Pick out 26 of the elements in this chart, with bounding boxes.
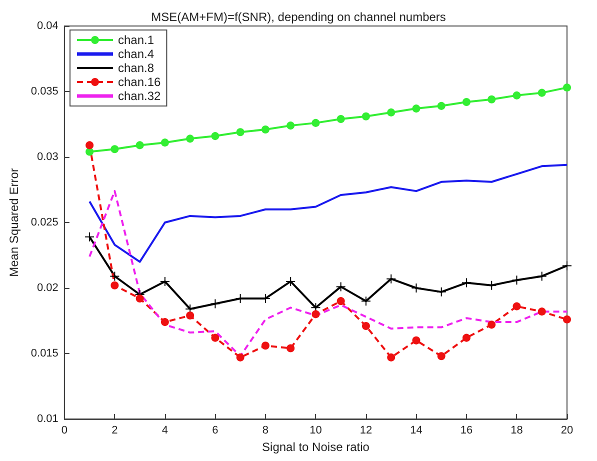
y-tick-label: 0.03 [37, 151, 58, 163]
x-tick-label: 14 [410, 424, 422, 436]
y-tick-label: 0.035 [30, 86, 58, 98]
legend-label: chan.1 [118, 33, 154, 47]
x-tick-label: 10 [310, 424, 322, 436]
y-tick-label: 0.01 [37, 413, 58, 425]
legend-label: chan.16 [118, 75, 162, 89]
x-tick-label: 6 [212, 424, 218, 436]
y-tick-label: 0.04 [37, 20, 58, 32]
y-tick-label: 0.025 [30, 216, 58, 228]
x-tick-label: 12 [360, 424, 372, 436]
legend-label: chan.4 [118, 47, 154, 61]
x-tick-label: 8 [262, 424, 269, 436]
legend-label: chan.32 [118, 89, 162, 103]
chart-title: MSE(AM+FM)=f(SNR), depending on channel numbers [151, 10, 446, 24]
x-axis-title: Signal to Noise ratio [262, 440, 370, 454]
x-tick-label: 20 [560, 424, 574, 436]
x-tick-label: 0 [61, 424, 68, 436]
y-axis-title: Mean Squared Error [7, 168, 21, 277]
legend-label: chan.8 [118, 61, 154, 75]
x-tick-label: 16 [460, 424, 473, 436]
x-tick-label: 18 [510, 424, 523, 436]
y-tick-label: 0.02 [37, 282, 58, 294]
x-tick-label: 4 [162, 424, 168, 436]
x-tick-label: 2 [112, 424, 118, 436]
y-tick-label: 0.015 [30, 348, 58, 360]
